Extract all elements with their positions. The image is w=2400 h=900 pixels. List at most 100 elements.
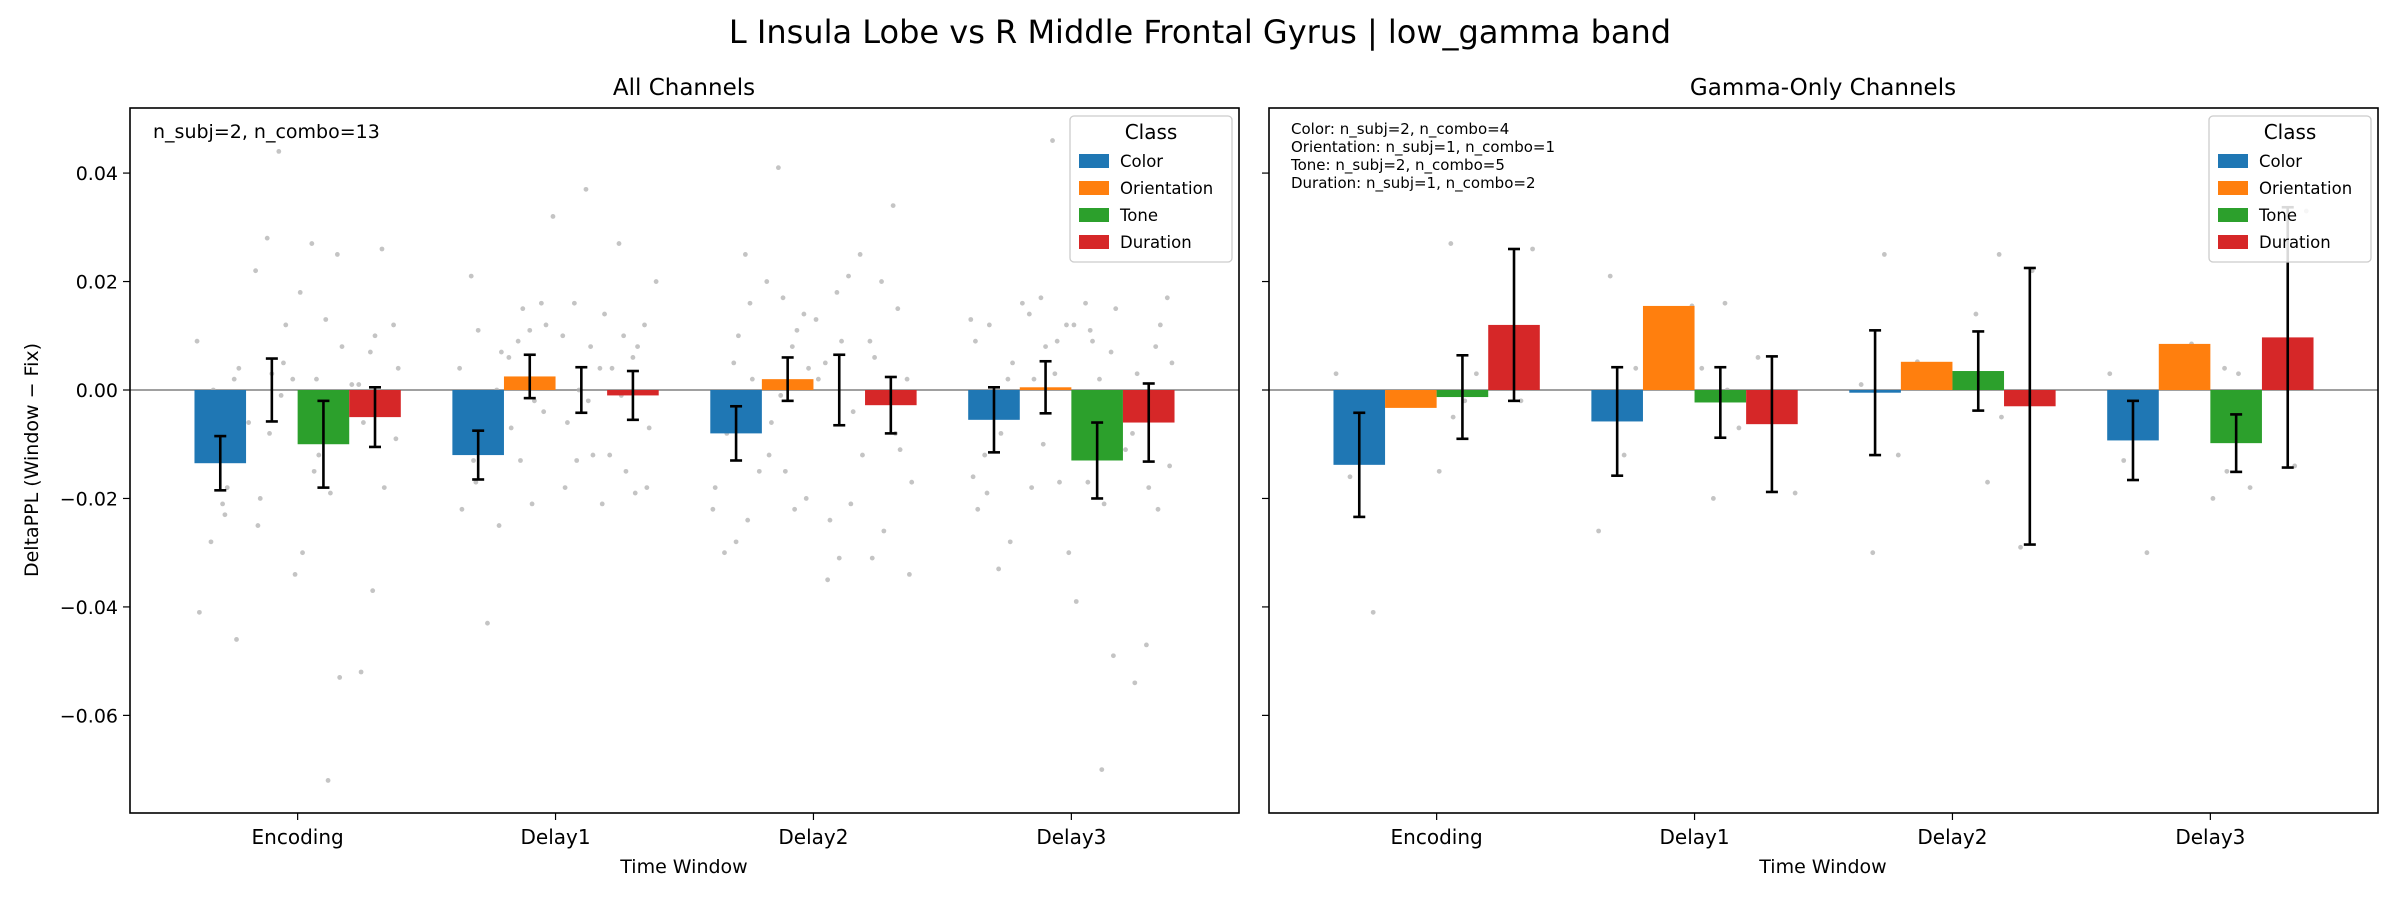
data-point-color [1881,252,1887,257]
data-point-color [731,360,737,366]
error-bar-duration-delay3 [1142,382,1155,463]
data-point-duration [391,322,396,328]
data-point-tone [309,241,315,246]
legend-label: Duration [2259,233,2331,252]
data-point-tone [1436,468,1442,474]
data-point-duration [379,246,385,252]
data-point-duration [1792,490,1798,496]
legend-label: Orientation [1120,179,1213,198]
data-point-color [1633,365,1639,371]
data-point-tone [590,452,596,458]
panel-annotation: Color: n_subj=2, n_combo=4 [1291,120,1509,139]
data-point-tone [602,311,607,317]
error-bar-duration-delay2 [884,375,897,435]
data-point-tone [848,501,854,507]
data-point-color [220,501,225,507]
data-point-tone [822,360,828,366]
data-point-duration [869,555,875,561]
data-point-duration [1130,430,1135,436]
error-bar-color-delay3 [2126,399,2139,482]
x-tick-label: Delay3 [1036,825,1106,849]
data-point-orientation [253,268,259,274]
data-point-orientation [806,365,811,371]
data-point-orientation [283,322,289,328]
panel-gamma-only-title: Gamma-Only Channels [1690,75,1956,101]
data-point-orientation [1066,550,1072,556]
legend-label: Tone [1119,206,1158,225]
data-point-tone [588,344,594,350]
legend-swatch-duration [2218,235,2248,249]
data-point-duration [897,447,903,453]
legend-label: Tone [2258,206,2297,225]
data-point-tone [1985,479,1990,485]
data-point-duration [1132,680,1138,686]
legend-swatch-color [2218,154,2248,168]
data-point-color [749,376,755,382]
data-point-tone [599,501,605,507]
data-point-color [236,365,242,371]
data-point-tone [1099,767,1105,773]
p0-legend: Class Color Orientation Tone Duration [1069,115,1233,263]
data-point-color [234,637,239,642]
data-point-duration [621,333,627,339]
data-point-orientation [1054,338,1060,344]
data-point-tone [1699,365,1705,371]
data-point-orientation [778,393,784,398]
panel-annotation: Tone: n_subj=2, n_combo=5 [1290,156,1505,175]
data-point-orientation [550,214,556,219]
error-bar-color-delay1 [1611,365,1624,477]
data-point-tone [1085,479,1091,485]
data-point-color [224,485,230,491]
error-bar-tone-encoding [1456,353,1469,441]
data-point-color [984,490,990,496]
data-point-color [194,338,200,344]
data-point-duration [1146,485,1152,491]
panel-all-channels: All Channels Time Window −0.06 −0.04 −0.02… [60,75,1240,878]
data-point-tone [560,333,566,339]
data-point-orientation [1038,295,1044,301]
data-point-duration [642,322,647,328]
data-point-orientation [1064,322,1069,328]
x-tick-label: Delay2 [1917,825,1987,849]
data-point-color [970,474,976,480]
error-bar-color-encoding [1353,411,1366,519]
data-point-duration [1167,463,1173,469]
data-point-color [710,506,716,512]
legend-swatch-orientation [1079,181,1109,195]
data-point-orientation [290,376,296,382]
data-point-color [1596,528,1602,534]
data-point-orientation [803,496,809,501]
data-point-tone [1097,376,1102,382]
data-point-color [496,523,502,528]
data-point-color [1621,452,1627,458]
data-point-duration [616,241,622,246]
bar-orientation-delay2 [1900,361,1953,390]
data-point-duration [381,485,387,491]
data-point-color [982,452,988,458]
data-point-tone [1996,252,2002,257]
data-point-duration [358,669,364,675]
x-tick-label: Encoding [252,825,344,849]
data-point-color [457,365,463,371]
data-point-duration [1153,344,1159,350]
data-point-duration [890,203,896,209]
data-point-color [1007,539,1013,545]
data-point-tone [1722,300,1728,306]
error-bar-duration-delay1 [626,369,639,422]
legend-swatch-tone [1079,208,1109,222]
data-point-tone [327,490,333,496]
data-point-duration [1123,447,1128,453]
data-point-duration [356,382,362,387]
data-point-tone [1448,241,1454,246]
data-point-orientation [1026,311,1032,317]
data-point-orientation [538,300,544,306]
data-point-color [498,349,504,355]
data-point-color [231,376,237,382]
data-point-tone [1083,300,1088,306]
data-point-tone [825,577,831,583]
data-point-tone [1999,414,2004,420]
data-point-color [1858,382,1864,387]
data-point-tone [850,409,856,415]
data-point-orientation [255,523,261,528]
data-point-tone [583,186,589,192]
